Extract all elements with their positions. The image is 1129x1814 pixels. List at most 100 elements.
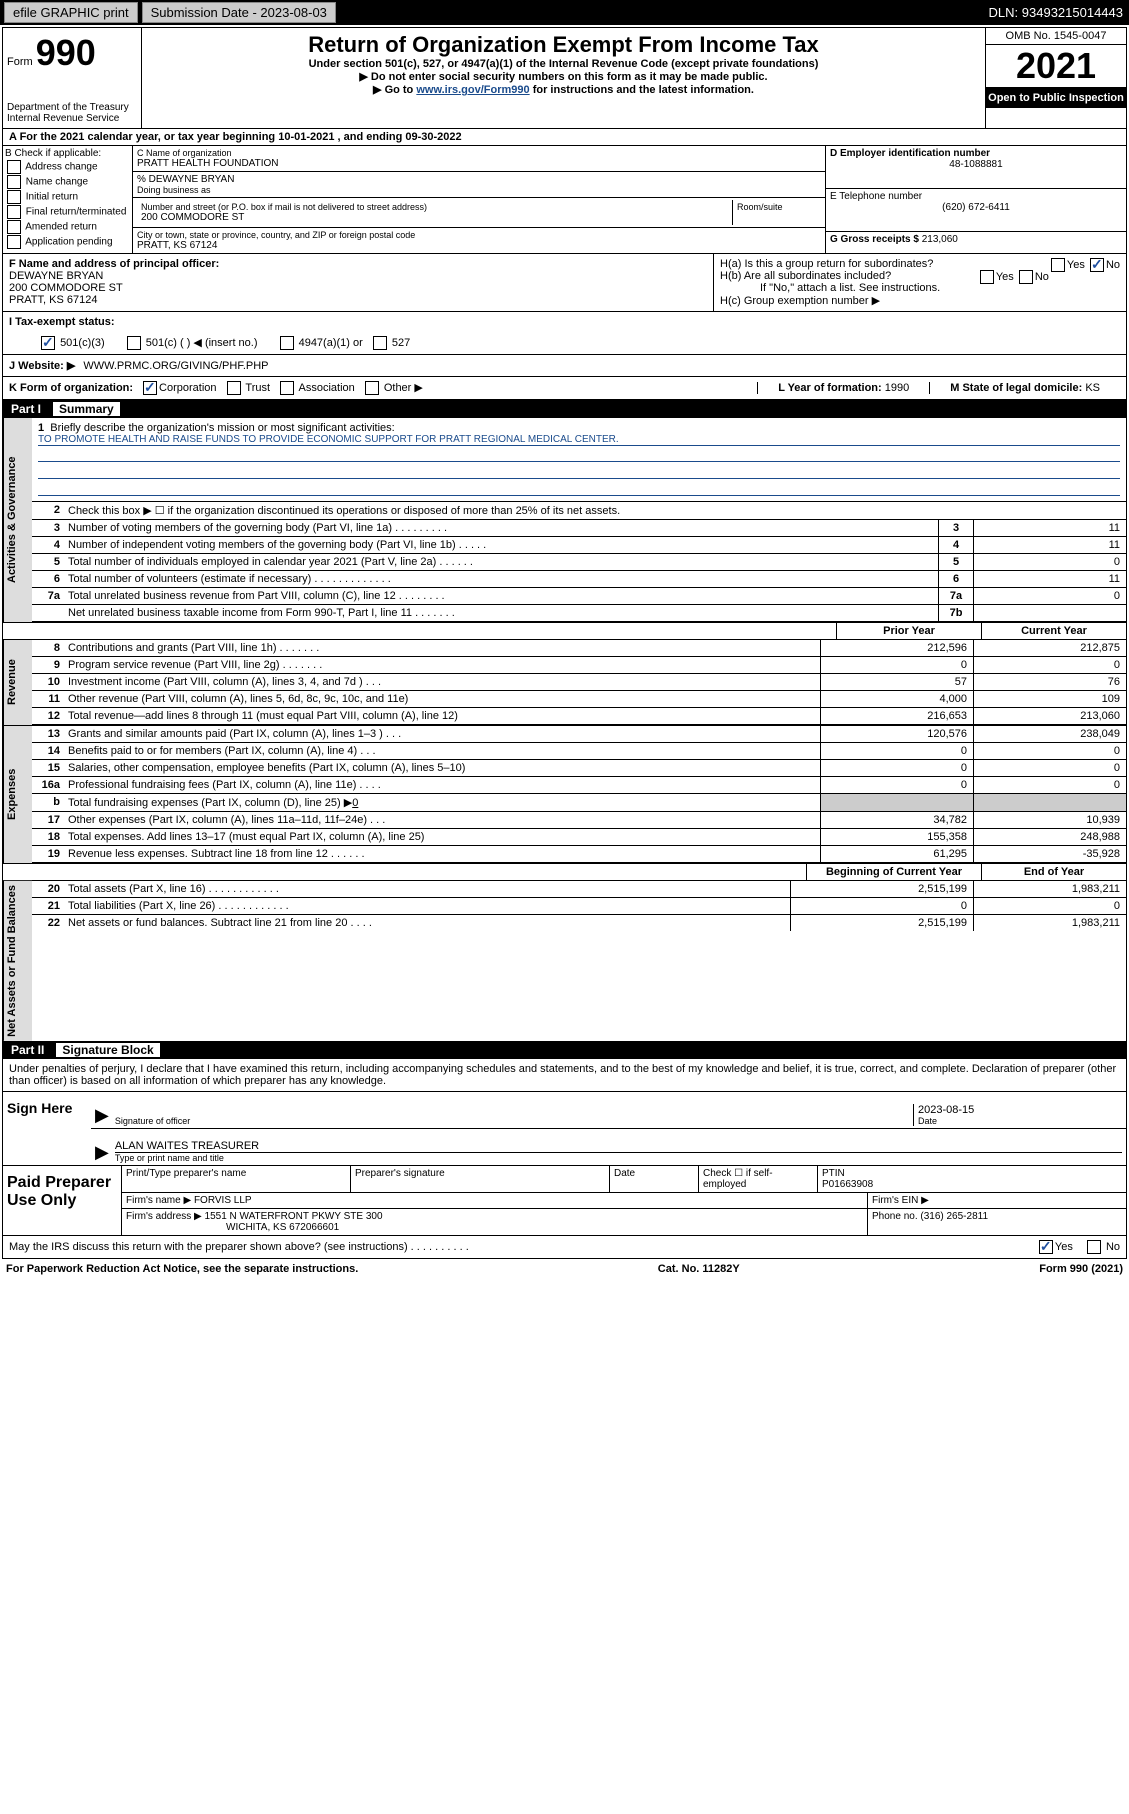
l21-boy: 0 (790, 898, 973, 914)
line-2: Check this box ▶ ☐ if the organization d… (64, 502, 1126, 519)
city: PRATT, KS 67124 (137, 240, 821, 251)
l22-eoy: 1,983,211 (973, 915, 1126, 931)
line-5-val: 0 (973, 554, 1126, 570)
paperwork-notice: For Paperwork Reduction Act Notice, see … (6, 1263, 358, 1275)
open-public-badge: Open to Public Inspection (986, 88, 1126, 108)
ptin-label: PTIN (822, 1168, 1122, 1179)
ha-no[interactable] (1090, 258, 1104, 272)
form-prefix: Form (7, 56, 33, 68)
chk-other[interactable] (365, 381, 379, 395)
hc-label: H(c) Group exemption number ▶ (720, 294, 1120, 307)
discuss-no[interactable] (1087, 1240, 1101, 1254)
prior-current-header: x Prior Year Current Year (3, 622, 1126, 640)
chk-4947[interactable] (280, 336, 294, 350)
row-i-tax-status: I Tax-exempt status: (3, 312, 1126, 332)
line-3-val: 11 (973, 520, 1126, 536)
l12-prior: 216,653 (820, 708, 973, 724)
l11-prior: 4,000 (820, 691, 973, 707)
chk-trust[interactable] (227, 381, 241, 395)
chk-address-change[interactable] (7, 160, 21, 174)
firm-ein-label: Firm's EIN ▶ (868, 1193, 1126, 1208)
line-5: Total number of individuals employed in … (64, 554, 938, 570)
summary-expenses: Expenses 13Grants and similar amounts pa… (3, 725, 1126, 863)
l13-prior: 120,576 (820, 726, 973, 742)
chk-name-change[interactable] (7, 175, 21, 189)
chk-501c[interactable] (127, 336, 141, 350)
omb-number: OMB No. 1545-0047 (986, 28, 1126, 45)
org-name: PRATT HEALTH FOUNDATION (137, 158, 821, 169)
street: 200 COMMODORE ST (141, 212, 728, 223)
principal-officer-label: F Name and address of principal officer: (9, 258, 707, 270)
chk-initial-return[interactable] (7, 190, 21, 204)
prior-year-header: Prior Year (836, 623, 981, 639)
l15-prior: 0 (820, 760, 973, 776)
submission-date: Submission Date - 2023-08-03 (142, 2, 336, 23)
chk-527[interactable] (373, 336, 387, 350)
l21-eoy: 0 (973, 898, 1126, 914)
chk-final-return[interactable] (7, 205, 21, 219)
efile-graphic-btn[interactable]: efile GRAPHIC print (4, 2, 138, 23)
col-b-checkboxes: B Check if applicable: Address change Na… (3, 146, 133, 253)
l15-curr: 0 (973, 760, 1126, 776)
form-title: Return of Organization Exempt From Incom… (146, 32, 981, 58)
hb-yes[interactable] (980, 270, 994, 284)
subtitle-3: ▶ Go to www.irs.gov/Form990 for instruct… (146, 83, 981, 96)
ha-label: H(a) Is this a group return for subordin… (720, 258, 933, 270)
line-13: Grants and similar amounts paid (Part IX… (64, 726, 820, 742)
sig-date-label: Date (918, 1116, 1118, 1126)
boy-header: Beginning of Current Year (806, 864, 981, 880)
line-22: Net assets or fund balances. Subtract li… (64, 915, 790, 931)
hb-note: If "No," attach a list. See instructions… (720, 282, 1120, 294)
boy-eoy-header: x Beginning of Current Year End of Year (3, 863, 1126, 881)
dept-treasury: Department of the Treasury Internal Reve… (7, 102, 137, 124)
chk-amended[interactable] (7, 220, 21, 234)
gross-label: G Gross receipts $ (830, 234, 922, 245)
irs-link[interactable]: www.irs.gov/Form990 (416, 84, 529, 96)
line-21: Total liabilities (Part X, line 26) . . … (64, 898, 790, 914)
hb-no[interactable] (1019, 270, 1033, 284)
firm-addr2: WICHITA, KS 672066601 (126, 1222, 863, 1233)
cat-no: Cat. No. 11282Y (658, 1263, 740, 1275)
sign-here-label: Sign Here (3, 1092, 91, 1165)
subtitle-1: Under section 501(c), 527, or 4947(a)(1)… (146, 58, 981, 70)
l16a-prior: 0 (820, 777, 973, 793)
phone-label: E Telephone number (830, 191, 1122, 202)
chk-assoc[interactable] (280, 381, 294, 395)
line-11: Other revenue (Part VIII, column (A), li… (64, 691, 820, 707)
ein-label: D Employer identification number (830, 148, 1122, 159)
ha-yes[interactable] (1051, 258, 1065, 272)
vert-net-assets: Net Assets or Fund Balances (3, 881, 32, 1041)
ptin-val: P01663908 (822, 1179, 1122, 1190)
l18-prior: 155,358 (820, 829, 973, 845)
line-7a-val: 0 (973, 588, 1126, 604)
line-3: Number of voting members of the governin… (64, 520, 938, 536)
l16a-curr: 0 (973, 777, 1126, 793)
l20-boy: 2,515,199 (790, 881, 973, 897)
org-name-label: C Name of organization (137, 148, 821, 158)
line-7b-val (973, 605, 1126, 621)
line-8: Contributions and grants (Part VIII, lin… (64, 640, 820, 656)
line-18: Total expenses. Add lines 13–17 (must eq… (64, 829, 820, 845)
section-bcd: B Check if applicable: Address change Na… (3, 146, 1126, 254)
vert-revenue: Revenue (3, 640, 32, 725)
chk-corp[interactable] (143, 381, 157, 395)
row-klm: K Form of organization: Corporation Trus… (3, 377, 1126, 400)
form-ref: Form 990 (2021) (1039, 1263, 1123, 1275)
l12-curr: 213,060 (973, 708, 1126, 724)
irs-discuss-row: May the IRS discuss this return with the… (3, 1236, 1126, 1258)
l8-curr: 212,875 (973, 640, 1126, 656)
phone: (620) 672-6411 (830, 202, 1122, 213)
row-f-h: F Name and address of principal officer:… (3, 254, 1126, 312)
l19-curr: -35,928 (973, 846, 1126, 862)
line-10: Investment income (Part VIII, column (A)… (64, 674, 820, 690)
discuss-yes[interactable] (1039, 1240, 1053, 1254)
chk-501c3[interactable] (41, 336, 55, 350)
line-6: Total number of volunteers (estimate if … (64, 571, 938, 587)
chk-app-pending[interactable] (7, 235, 21, 249)
line-14: Benefits paid to or for members (Part IX… (64, 743, 820, 759)
city-label: City or town, state or province, country… (137, 230, 821, 240)
prep-sig-label: Preparer's signature (351, 1166, 610, 1192)
hb-label: H(b) Are all subordinates included? (720, 270, 891, 282)
line-9: Program service revenue (Part VIII, line… (64, 657, 820, 673)
firm-addr1: 1551 N WATERFRONT PKWY STE 300 (205, 1211, 383, 1222)
